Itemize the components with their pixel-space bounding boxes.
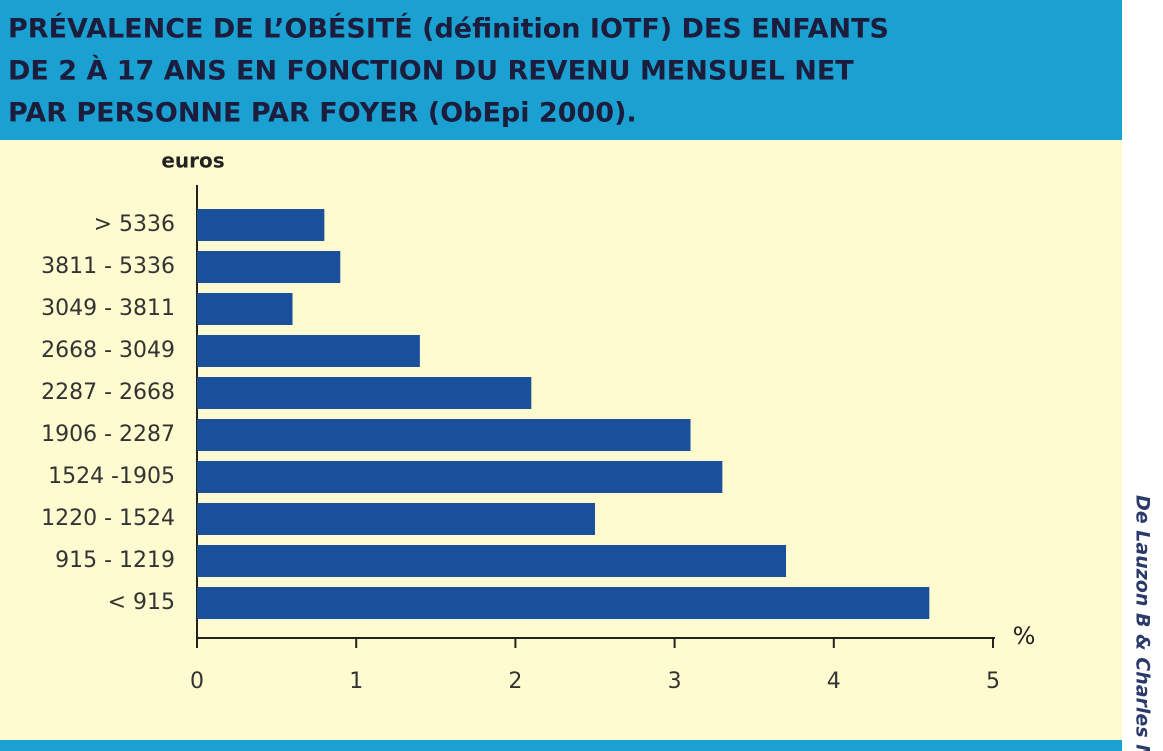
y-tick-label: 3811 - 5336 — [41, 254, 175, 279]
y-axis-label: euros — [161, 149, 224, 173]
y-tick-label: 3049 - 3811 — [41, 296, 175, 321]
y-tick-label: 2668 - 3049 — [41, 338, 175, 363]
x-tick-label: 2 — [508, 669, 522, 694]
bar — [197, 461, 723, 493]
y-tick-label: 1906 - 2287 — [41, 422, 175, 447]
bar — [197, 503, 595, 535]
y-tick-label: 1524 -1905 — [48, 464, 175, 489]
y-tick-label: < 915 — [108, 590, 175, 615]
x-axis-label: % — [1013, 622, 1036, 650]
source-credit: De Lauzon B & Charles MA — [1132, 495, 1154, 751]
y-tick-label: 2287 - 2668 — [41, 380, 175, 405]
bar — [197, 251, 341, 283]
chart-title: PRÉVALENCE DE L’OBÉSITÉ (définition IOTF… — [8, 13, 889, 45]
chart-title: DE 2 À 17 ANS EN FONCTION DU REVENU MENS… — [8, 55, 854, 87]
y-tick-label: 1220 - 1524 — [41, 506, 175, 531]
x-tick-label: 3 — [668, 669, 682, 694]
header-band — [0, 0, 1122, 140]
y-tick-label: > 5336 — [94, 212, 175, 237]
bar — [197, 293, 293, 325]
x-tick-label: 4 — [827, 669, 841, 694]
bar — [197, 209, 325, 241]
x-tick-label: 1 — [349, 669, 363, 694]
bar — [197, 377, 532, 409]
chart-title: PAR PERSONNE PAR FOYER (ObEpi 2000). — [8, 98, 637, 129]
y-tick-label: 915 - 1219 — [55, 548, 175, 573]
bar — [197, 419, 691, 451]
footer-band — [0, 740, 1122, 751]
bar — [197, 545, 787, 577]
x-tick-label: 0 — [190, 669, 204, 694]
x-tick-label: 5 — [986, 669, 1000, 694]
bar — [197, 587, 930, 619]
bar — [197, 335, 420, 367]
